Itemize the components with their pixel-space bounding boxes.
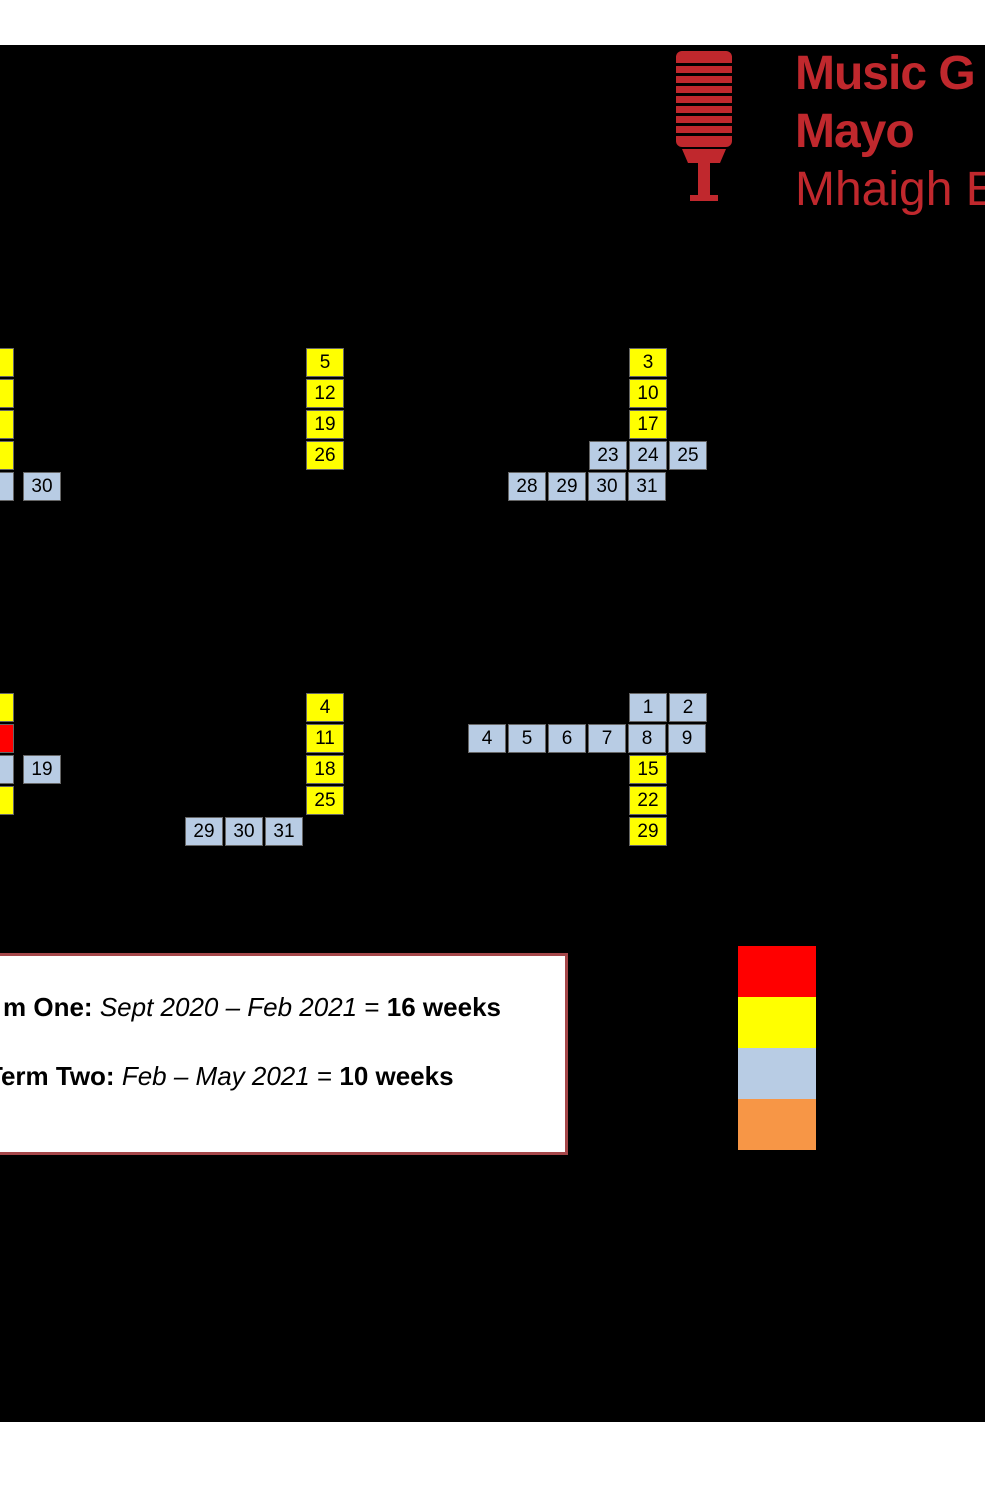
calendar-day-cell: 23 xyxy=(589,441,627,470)
calendar-day-cell: 4 xyxy=(468,724,506,753)
calendar-day-cell: 19 xyxy=(23,755,61,784)
calendar-day-cell: 25 xyxy=(669,441,707,470)
calendar-day-cell: 29 xyxy=(629,817,667,846)
calendar-day-cell: 15 xyxy=(629,755,667,784)
calendar-day-cell: 3 xyxy=(629,348,667,377)
calendar-day-cell: 5 xyxy=(0,410,14,439)
calendar-day-cell: 31 xyxy=(265,817,303,846)
logo-line-1: Music G xyxy=(795,47,976,100)
calendar-day-cell: 8 xyxy=(628,724,666,753)
term-two-length: 10 weeks xyxy=(339,1061,454,1091)
term-one-equals: = xyxy=(357,992,387,1022)
term-one-range: Sept 2020 – Feb 2021 xyxy=(99,992,358,1022)
calendar-day-cell: 22 xyxy=(629,786,667,815)
term-two-label: Term Two: xyxy=(0,1061,115,1091)
calendar-day-cell: 8 xyxy=(0,379,14,408)
calendar-day-cell: 29 xyxy=(548,472,586,501)
term-two-line: Term Two: Feb – May 2021 = 10 weeks xyxy=(0,1061,454,1092)
calendar-day-cell: 24 xyxy=(629,441,667,470)
term-two-equals: = xyxy=(309,1061,340,1091)
calendar-day-cell: 6 xyxy=(548,724,586,753)
calendar-day-cell: 25 xyxy=(306,786,344,815)
calendar-day-cell: 30 xyxy=(23,472,61,501)
calendar-day-cell: 8 xyxy=(0,755,14,784)
calendar-day-cell: 29 xyxy=(185,817,223,846)
logo-line-3: Mhaigh E xyxy=(795,163,985,216)
calendar-day-cell: 25 xyxy=(0,786,14,815)
calendar-day-cell: 9 xyxy=(668,724,706,753)
logo-line-2: Mayo xyxy=(795,105,915,158)
logo-wordmark: Music G Mayo Mhaigh E xyxy=(795,45,985,219)
microphone-logo-icon xyxy=(676,51,732,201)
calendar-day-cell: 18 xyxy=(306,755,344,784)
calendar-day-cell: 19 xyxy=(306,410,344,439)
term-two-range: Feb – May 2021 xyxy=(121,1061,310,1091)
calendar-day-cell: 1 xyxy=(0,724,14,753)
calendar-day-cell: 1 xyxy=(629,693,667,722)
legend-swatch-orange xyxy=(738,1099,816,1150)
calendar-day-cell: 28 xyxy=(508,472,546,501)
calendar-day-cell: 12 xyxy=(306,379,344,408)
term-one-line: m One: Sept 2020 – Feb 2021 = 16 weeks xyxy=(3,992,501,1023)
calendar-day-cell: 26 xyxy=(306,441,344,470)
calendar-day-cell: 11 xyxy=(306,724,344,753)
term-summary-box: m One: Sept 2020 – Feb 2021 = 16 weeks T… xyxy=(0,953,568,1155)
calendar-day-cell: 1 xyxy=(0,348,14,377)
legend-swatch-yellow xyxy=(738,997,816,1048)
calendar-day-cell: 10 xyxy=(629,379,667,408)
legend-swatch-blue xyxy=(738,1048,816,1099)
calendar-day-cell: 5 xyxy=(508,724,546,753)
calendar-day-cell: 4 xyxy=(0,693,14,722)
term-one-length: 16 weeks xyxy=(386,992,501,1022)
calendar-day-cell: 17 xyxy=(629,410,667,439)
calendar-day-cell: 2 xyxy=(669,693,707,722)
calendar-page: Music G Mayo Mhaigh E 185222930512192631… xyxy=(0,45,985,1422)
calendar-day-cell: 31 xyxy=(628,472,666,501)
legend-swatch-red xyxy=(738,946,816,997)
calendar-day-cell: 30 xyxy=(588,472,626,501)
calendar-day-cell: 30 xyxy=(225,817,263,846)
calendar-day-cell: 29 xyxy=(0,472,14,501)
calendar-day-cell: 4 xyxy=(306,693,344,722)
calendar-day-cell: 22 xyxy=(0,441,14,470)
calendar-day-cell: 7 xyxy=(588,724,626,753)
term-one-label: m One: xyxy=(3,992,93,1022)
calendar-day-cell: 5 xyxy=(306,348,344,377)
